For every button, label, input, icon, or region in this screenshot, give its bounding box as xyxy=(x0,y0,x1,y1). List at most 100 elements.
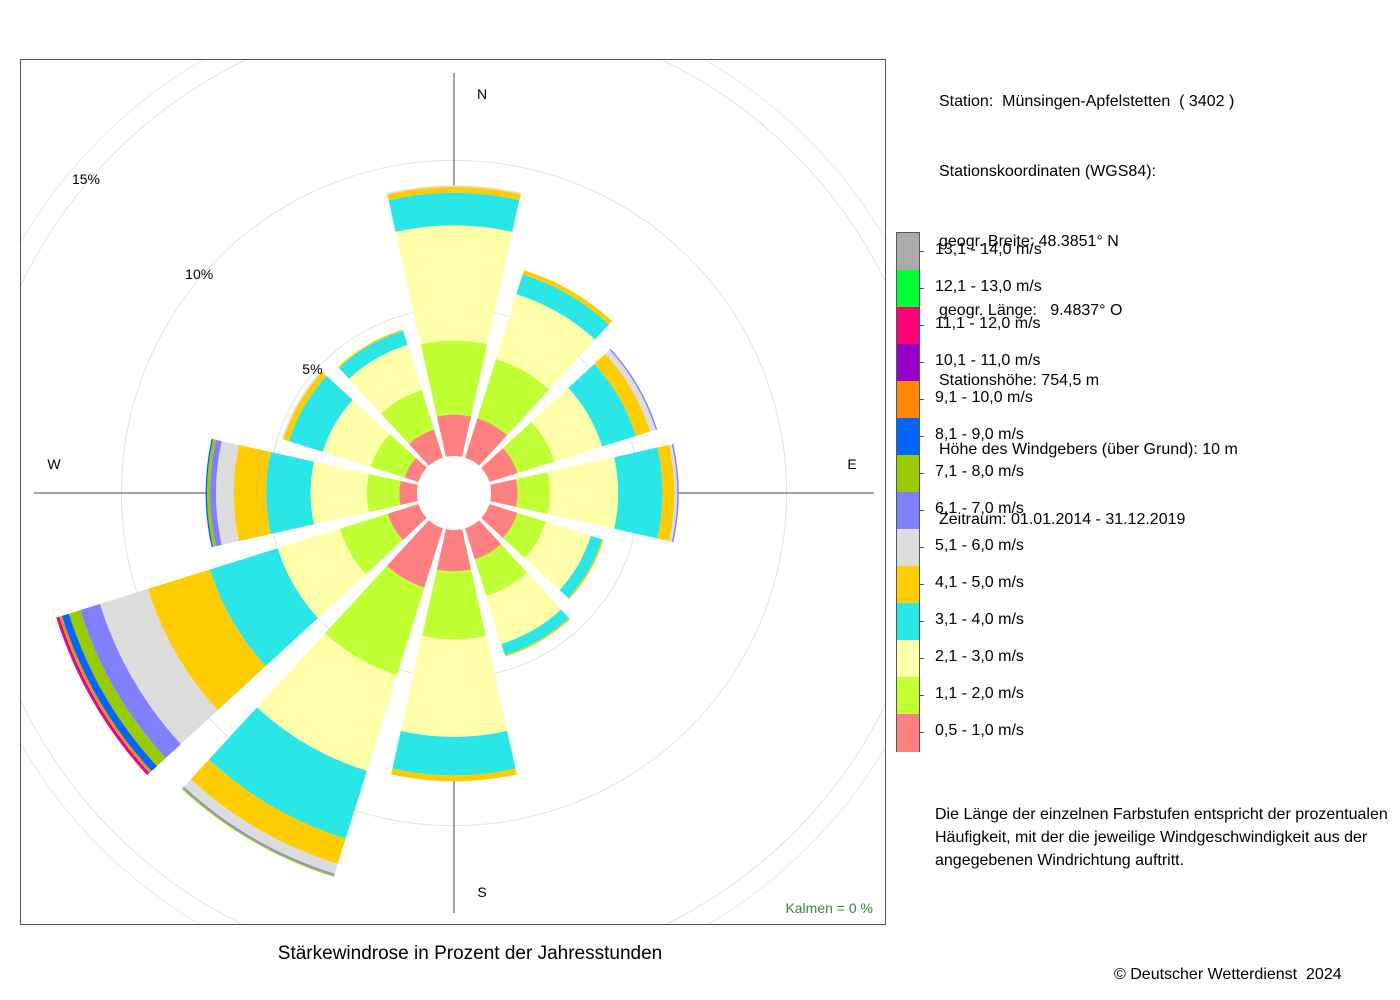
station-elevation: Stationshöhe: 754,5 m xyxy=(939,371,1100,389)
segment-nne-4 xyxy=(516,274,610,340)
note-line-2: Häufigkeit, mit der die jeweilige Windge… xyxy=(935,829,1368,847)
segment-n-4 xyxy=(388,192,520,232)
segment-wnw-4 xyxy=(288,375,353,452)
segment-wsw-5 xyxy=(147,569,266,711)
segment-ssw-6 xyxy=(183,779,338,874)
segment-sse-2 xyxy=(474,544,528,597)
note-line-3: angegebenen Windrichtung auftritt. xyxy=(935,852,1185,870)
segment-sse-3 xyxy=(486,572,562,644)
segment-nnw-4 xyxy=(338,330,408,379)
segment-nne-2 xyxy=(477,358,550,436)
legend-swatch-8 xyxy=(897,455,919,493)
segment-n-1 xyxy=(436,414,472,457)
legend-swatch-12 xyxy=(897,307,919,345)
legend-tick xyxy=(919,287,924,289)
segment-n-5 xyxy=(387,186,521,201)
segment-n-3 xyxy=(395,225,513,345)
segment-s-3 xyxy=(400,635,508,737)
segment-e-3 xyxy=(547,457,619,529)
legend-tick xyxy=(919,472,924,474)
legend-tick xyxy=(919,435,924,437)
legend-swatch-4 xyxy=(897,603,919,641)
segment-s-1 xyxy=(436,529,472,572)
windrose-chart: 5% 10% 15% N E S W xyxy=(21,60,885,924)
segment-w-5 xyxy=(233,444,271,542)
legend-label-11: 10,1 - 11,0 m/s xyxy=(935,351,1041,369)
segment-w-8 xyxy=(207,439,216,547)
segment-wsw-9 xyxy=(61,613,157,772)
ring-label-15: 15% xyxy=(72,171,100,187)
legend-label-1: 0,5 - 1,0 m/s xyxy=(935,721,1024,739)
segment-w-4 xyxy=(266,452,315,534)
compass-label-w: W xyxy=(47,456,61,472)
segment-ene-6 xyxy=(605,349,656,432)
segment-sse-4 xyxy=(501,609,570,656)
segment-ene-5 xyxy=(594,353,651,436)
legend-color-bar xyxy=(896,232,920,752)
station-latitude: geogr. Breite: 48.3851° N xyxy=(939,232,1119,250)
segment-w-1 xyxy=(399,481,418,505)
sector-ssw xyxy=(181,520,443,877)
legend-tick xyxy=(919,657,924,659)
segment-wnw-1 xyxy=(404,457,427,482)
segment-e-2 xyxy=(516,472,551,514)
sector-ese xyxy=(481,504,604,600)
segment-wnw-5 xyxy=(283,371,327,442)
segment-nne-1 xyxy=(465,418,508,466)
segment-e-5 xyxy=(657,444,675,542)
legend-swatch-6 xyxy=(897,529,919,567)
legend-label-4: 3,1 - 4,0 m/s xyxy=(935,610,1024,628)
legend-label-2: 1,1 - 2,0 m/s xyxy=(935,684,1024,702)
legend-label-5: 4,1 - 5,0 m/s xyxy=(935,573,1024,591)
note-line-1: Die Länge der einzelnen Farbstufen entsp… xyxy=(935,806,1388,823)
segment-nnw-2 xyxy=(380,389,435,444)
legend-tick xyxy=(919,324,924,326)
segment-nnw-1 xyxy=(408,429,443,466)
segment-nne-5 xyxy=(522,270,613,325)
segment-ssw-5 xyxy=(190,759,346,864)
legend-swatch-1 xyxy=(897,714,919,752)
legend-label-9: 8,1 - 9,0 m/s xyxy=(935,425,1024,443)
segment-ese-4 xyxy=(559,535,603,599)
legend-swatch-10 xyxy=(897,381,919,419)
segment-ssw-3 xyxy=(256,633,397,771)
segment-wsw-2 xyxy=(339,513,403,575)
compass-label-e: E xyxy=(847,456,856,472)
segment-ese-2 xyxy=(503,512,546,559)
sector-nnw xyxy=(337,329,443,466)
sector-n xyxy=(386,185,522,457)
sector-ene xyxy=(481,348,658,482)
segment-ene-4 xyxy=(568,363,636,447)
segment-ene-1 xyxy=(481,447,518,482)
segment-wnw-3 xyxy=(322,399,390,467)
legend-swatch-11 xyxy=(897,344,919,382)
segment-wsw-8 xyxy=(68,610,166,767)
legend-tick xyxy=(919,620,924,622)
segment-wsw-4 xyxy=(209,548,318,667)
station-info: Station: Münsingen-Apfelstetten ( 3402 )… xyxy=(939,44,1238,554)
legend-label-14: 13,1 - 14,0 m/s xyxy=(935,240,1042,258)
legend-tick xyxy=(919,546,924,548)
legend-swatch-3 xyxy=(897,640,919,678)
legend-swatch-2 xyxy=(897,677,919,715)
legend-tick xyxy=(919,583,924,585)
legend-swatch-13 xyxy=(897,270,919,308)
segment-w-6 xyxy=(215,441,240,545)
sector-wsw xyxy=(56,504,427,776)
segment-wnw-2 xyxy=(370,433,416,478)
segment-nne-3 xyxy=(496,294,596,390)
legend-label-8: 7,1 - 8,0 m/s xyxy=(935,462,1024,480)
segment-e-7 xyxy=(671,443,679,543)
segment-ese-1 xyxy=(481,504,518,539)
segment-wsw-3 xyxy=(277,528,366,619)
legend-tick xyxy=(919,731,924,733)
anemometer-height: Höhe des Windgebers (über Grund): 10 m xyxy=(939,441,1238,459)
legend-tick xyxy=(919,509,924,511)
segment-n-6 xyxy=(386,185,522,195)
segment-s-5 xyxy=(391,768,517,782)
sector-e xyxy=(490,443,679,543)
segment-wsw-1 xyxy=(387,504,427,541)
explanation-note: Die Länge der einzelnen Farbstufen entsp… xyxy=(935,803,1395,873)
legend-tick xyxy=(919,694,924,696)
segment-w-7 xyxy=(210,439,222,547)
